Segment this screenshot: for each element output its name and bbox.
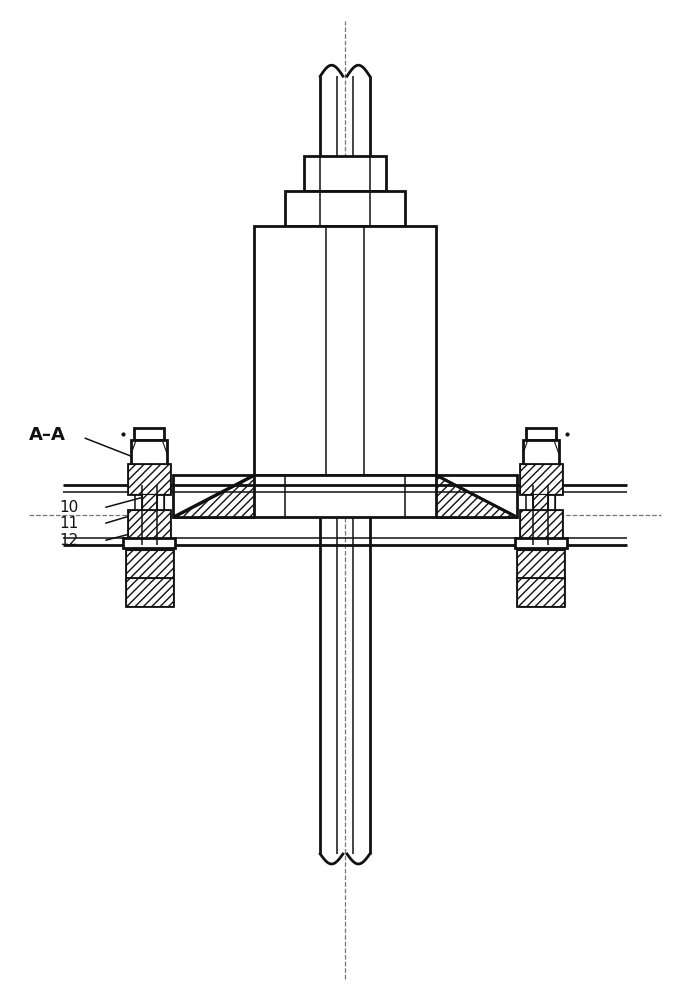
Bar <box>126 578 172 606</box>
Bar <box>124 538 175 548</box>
Bar <box>173 475 517 517</box>
Bar <box>520 464 562 494</box>
Bar <box>518 578 564 606</box>
Bar <box>533 494 549 510</box>
Bar <box>518 550 564 578</box>
Bar <box>526 485 555 545</box>
Bar <box>141 494 157 510</box>
Bar <box>128 464 170 494</box>
Bar <box>526 428 556 440</box>
Bar <box>128 464 170 494</box>
Text: 12: 12 <box>60 533 79 548</box>
Bar <box>135 485 164 545</box>
Bar <box>134 428 164 440</box>
Bar <box>304 156 386 191</box>
Bar <box>126 550 172 578</box>
Bar <box>131 440 167 478</box>
Polygon shape <box>436 475 517 517</box>
Polygon shape <box>173 475 254 517</box>
Bar <box>518 550 564 578</box>
Bar <box>254 226 436 475</box>
Bar <box>135 485 164 545</box>
Bar <box>520 510 562 538</box>
Bar <box>533 464 549 478</box>
Bar <box>126 578 172 606</box>
Bar <box>518 578 564 606</box>
Bar <box>515 538 566 548</box>
Bar <box>523 440 559 478</box>
Bar <box>141 464 157 478</box>
Text: 11: 11 <box>60 516 79 531</box>
Bar <box>128 510 170 538</box>
Bar <box>126 550 172 578</box>
Bar <box>520 464 562 494</box>
Bar <box>520 510 562 538</box>
Text: 10: 10 <box>60 500 79 515</box>
Bar <box>526 485 555 545</box>
Bar <box>128 510 170 538</box>
Text: A–A: A–A <box>29 426 66 444</box>
Bar <box>285 191 405 226</box>
